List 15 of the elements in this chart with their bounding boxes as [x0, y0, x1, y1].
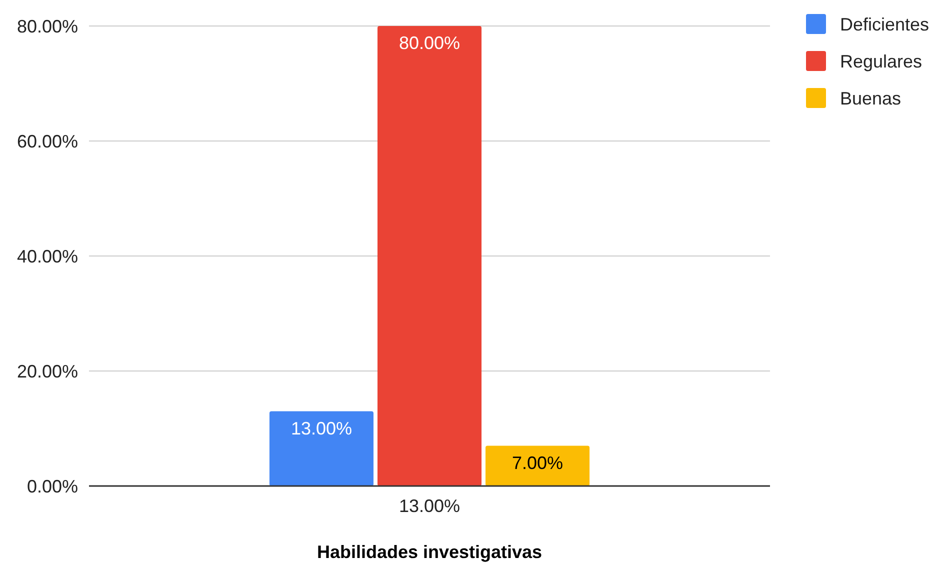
legend-label: Deficientes: [840, 14, 930, 34]
bar: [269, 411, 374, 486]
y-tick-label: 40.00%: [16, 246, 78, 266]
legend-label: Buenas: [840, 88, 902, 108]
y-tick-label: 80.00%: [16, 16, 78, 36]
bar: [377, 26, 482, 486]
y-tick-label: 20.00%: [16, 361, 78, 382]
data-label: 80.00%: [398, 33, 460, 53]
x-axis-title: Habilidades investigativas: [316, 542, 542, 562]
bar: [486, 446, 590, 486]
data-label: 13.00%: [290, 418, 352, 438]
y-tick-label: 0.00%: [26, 476, 78, 496]
y-tick-label: 60.00%: [16, 131, 78, 152]
legend-label: Regulares: [840, 51, 922, 72]
data-label: 7.00%: [512, 452, 564, 473]
